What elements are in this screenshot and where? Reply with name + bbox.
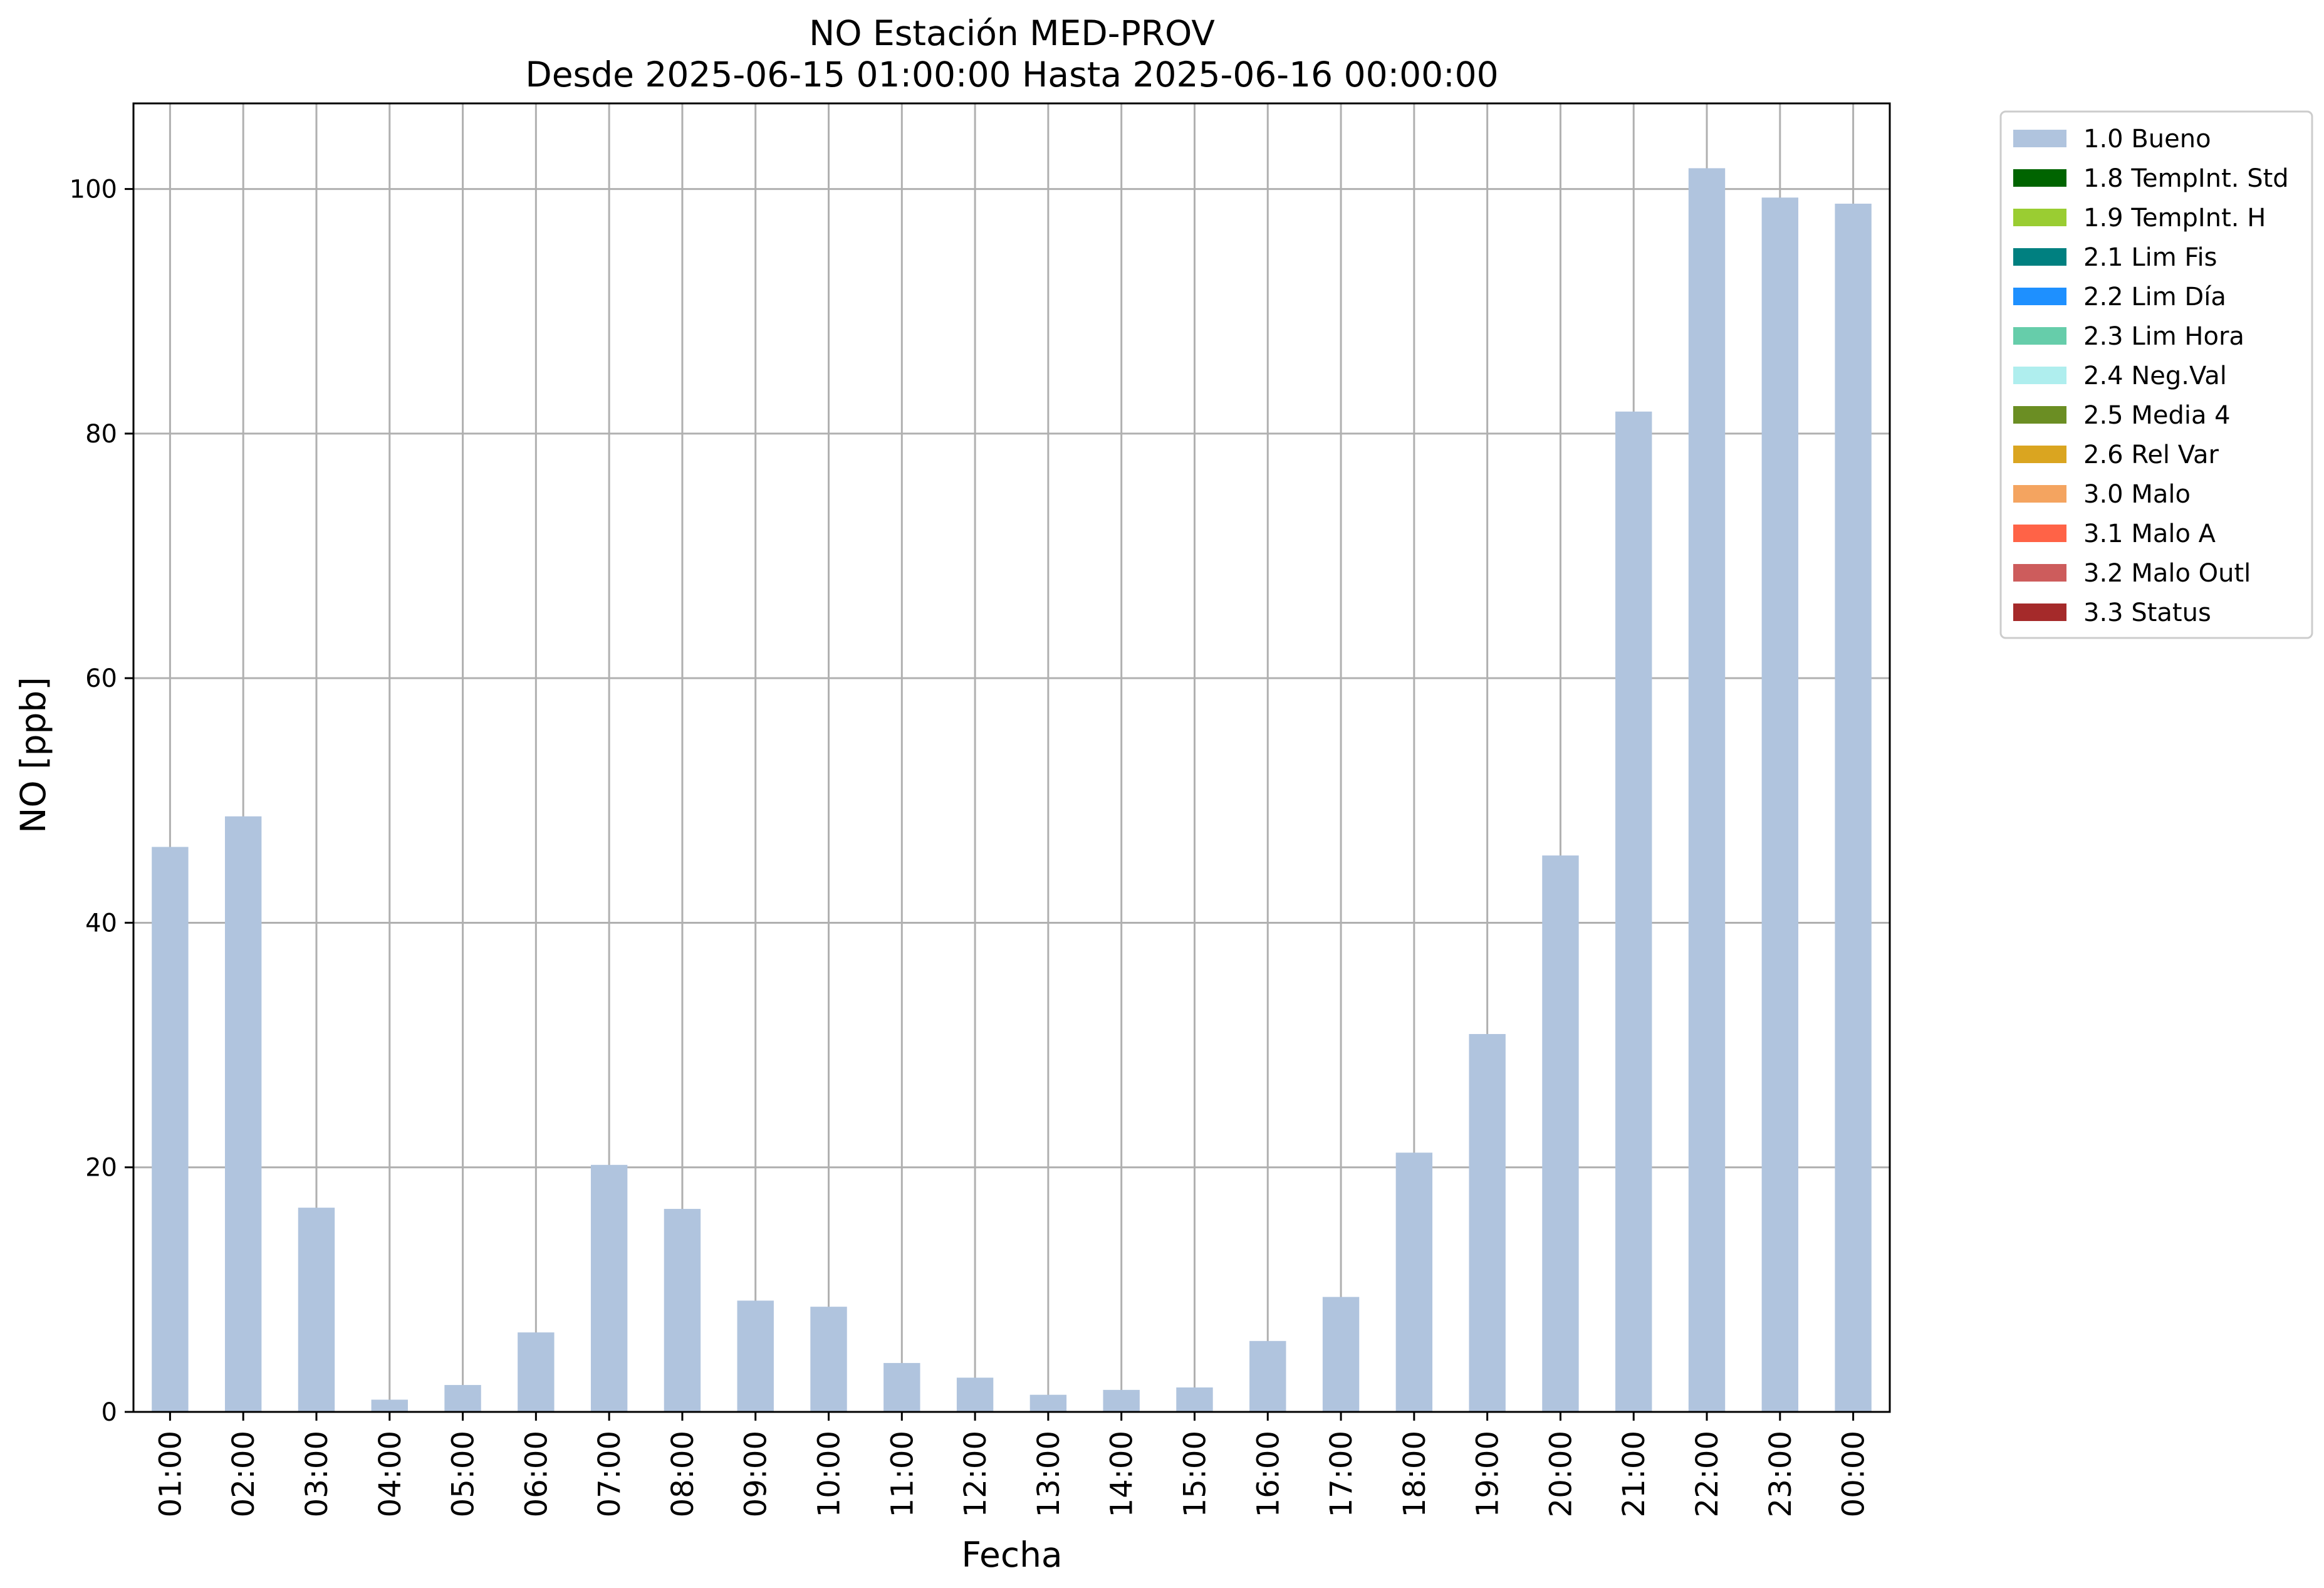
legend-swatch — [2013, 603, 2066, 621]
bar-1400 — [1103, 1389, 1140, 1412]
legend-swatch — [2013, 169, 2066, 187]
legend-label: 1.0 Bueno — [2083, 125, 2211, 154]
legend-swatch — [2013, 130, 2066, 147]
x-tick-label: 02:00 — [226, 1431, 261, 1517]
bars — [152, 168, 1872, 1413]
x-tick-label: 06:00 — [519, 1431, 554, 1517]
legend-items: 1.0 Bueno 1.8 TempInt. Std 1.9 TempInt. H 2… — [2013, 125, 2289, 627]
bar-1200 — [956, 1377, 994, 1412]
bar-2000 — [1542, 855, 1579, 1412]
x-tick-label: 19:00 — [1471, 1431, 1506, 1517]
x-tick-label: 14:00 — [1105, 1431, 1140, 1517]
bar-1000 — [810, 1307, 847, 1412]
bar-0200 — [224, 816, 262, 1412]
x-tick-label: 10:00 — [812, 1431, 847, 1517]
bar-0300 — [298, 1208, 335, 1412]
legend-label: 3.2 Malo Outl — [2083, 559, 2251, 588]
legend-swatch — [2013, 209, 2066, 226]
bar-1100 — [883, 1362, 920, 1412]
legend-label: 2.6 Rel Var — [2083, 441, 2219, 469]
x-tick-label: 07:00 — [592, 1431, 627, 1517]
bar-2200 — [1688, 168, 1726, 1412]
y-tick-label: 0 — [102, 1398, 117, 1427]
bar-0400 — [371, 1399, 408, 1412]
legend-label: 3.0 Malo — [2083, 480, 2191, 509]
x-tick-label: 04:00 — [373, 1431, 408, 1517]
x-tick-label: 00:00 — [1837, 1431, 1872, 1517]
bar-0700 — [590, 1164, 628, 1412]
y-tick-label: 60 — [85, 664, 117, 693]
legend-label: 2.1 Lim Fis — [2083, 243, 2217, 272]
legend-swatch — [2013, 446, 2066, 463]
y-tick-label: 80 — [85, 420, 117, 449]
x-axis-label: Fecha — [961, 1535, 1062, 1575]
legend-swatch — [2013, 564, 2066, 582]
legend-label: 2.2 Lim Día — [2083, 283, 2226, 311]
y-tick-label: 100 — [70, 175, 117, 204]
x-tick-label: 05:00 — [446, 1431, 481, 1517]
bar-0500 — [444, 1385, 481, 1412]
x-tick-label: 23:00 — [1763, 1431, 1798, 1517]
legend-label: 3.1 Malo A — [2083, 520, 2216, 548]
y-tick-label: 40 — [85, 909, 117, 938]
y-tick-label: 20 — [85, 1154, 117, 1183]
bar-1900 — [1469, 1034, 1506, 1412]
x-tick-label: 17:00 — [1324, 1431, 1359, 1517]
legend-swatch — [2013, 327, 2066, 345]
legend-label: 2.5 Media 4 — [2083, 401, 2231, 430]
x-tick-label: 21:00 — [1617, 1431, 1652, 1517]
x-tick-label: 03:00 — [300, 1431, 335, 1517]
x-tick-label: 22:00 — [1690, 1431, 1725, 1517]
legend-swatch — [2013, 485, 2066, 503]
legend-label: 1.9 TempInt. H — [2083, 204, 2266, 232]
chart-title: NO Estación MED-PROV — [809, 13, 1215, 53]
y-axis-label: NO [ppb] — [13, 677, 53, 833]
x-tick-label: 12:00 — [958, 1431, 993, 1517]
x-tick-label: 16:00 — [1251, 1431, 1286, 1517]
chart-subtitle: Desde 2025-06-15 01:00:00 Hasta 2025-06-… — [525, 55, 1498, 95]
legend-swatch — [2013, 248, 2066, 266]
bar-0600 — [518, 1332, 555, 1412]
plot-frame — [132, 102, 1891, 1413]
legend-swatch — [2013, 406, 2066, 424]
legend-swatch — [2013, 288, 2066, 305]
x-tick-label: 08:00 — [665, 1431, 701, 1517]
bar-0000 — [1835, 204, 1872, 1413]
bar-2100 — [1615, 411, 1652, 1412]
bar-1500 — [1176, 1387, 1213, 1412]
bar-0800 — [664, 1209, 701, 1412]
x-tick-label: 09:00 — [739, 1431, 774, 1517]
bar-1800 — [1395, 1152, 1433, 1412]
x-tick-label: 15:00 — [1177, 1431, 1212, 1517]
legend-label: 2.3 Lim Hora — [2083, 322, 2244, 351]
legend: 1.0 Bueno 1.8 TempInt. Std 1.9 TempInt. H 2… — [1999, 110, 2313, 639]
bar-1300 — [1029, 1394, 1067, 1412]
bar-2300 — [1761, 197, 1799, 1412]
x-tick-label: 18:00 — [1397, 1431, 1432, 1517]
bar-0100 — [152, 847, 189, 1412]
x-tick-label: 11:00 — [885, 1431, 920, 1517]
legend-frame — [1999, 110, 2313, 639]
legend-label: 1.8 TempInt. Std — [2083, 164, 2289, 193]
legend-label: 3.3 Status — [2083, 598, 2211, 627]
bar-1600 — [1249, 1340, 1286, 1412]
legend-label: 2.4 Neg.Val — [2083, 362, 2227, 390]
legend-swatch — [2013, 367, 2066, 384]
x-tick-label: 13:00 — [1031, 1431, 1066, 1517]
legend-swatch — [2013, 525, 2066, 542]
x-tick-label: 01:00 — [153, 1431, 188, 1517]
bar-0900 — [737, 1300, 774, 1412]
bar-1700 — [1322, 1297, 1360, 1412]
x-tick-label: 20:00 — [1543, 1431, 1578, 1517]
x-axis-ticks: 01:00 02:00 03:00 04:00 05:00 06:00 07:00 08:00… — [153, 1412, 1872, 1517]
y-axis-ticks: 0 20 40 60 80 100 — [70, 175, 133, 1427]
